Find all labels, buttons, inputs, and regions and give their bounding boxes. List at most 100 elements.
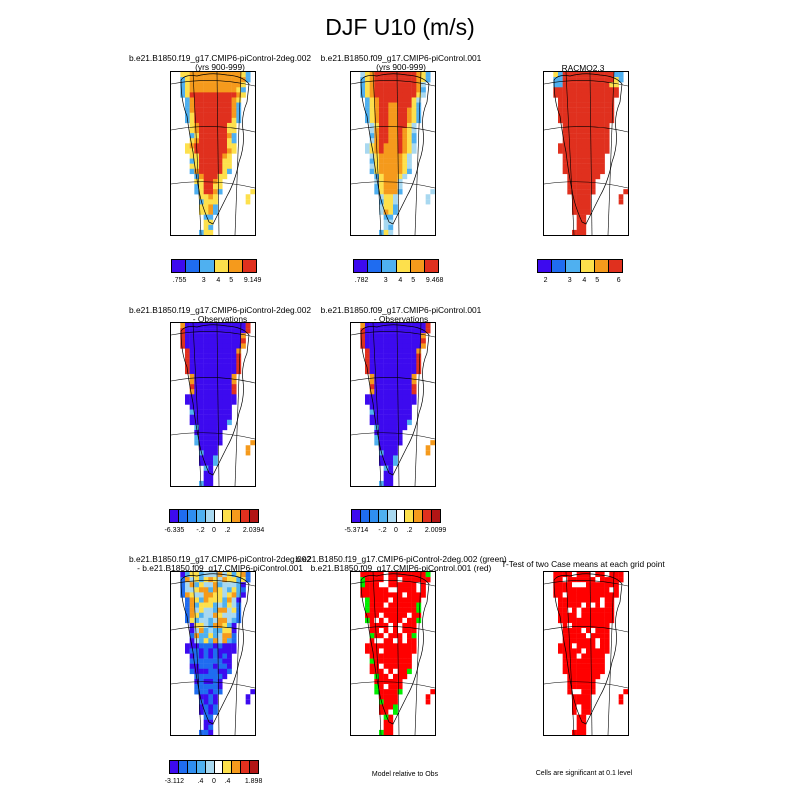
grid-cell [180, 592, 186, 598]
grid-cell [369, 373, 375, 380]
grid-cell [374, 168, 380, 175]
grid-cell [421, 343, 426, 349]
grid-cell [600, 72, 605, 78]
grid-cell [572, 592, 577, 598]
grid-cell [227, 363, 232, 370]
grid-cell [379, 648, 384, 654]
grid-cell [374, 404, 380, 410]
grid-cell [208, 338, 214, 344]
grid-cell [199, 194, 204, 200]
graticule-line [396, 72, 400, 235]
grid-cell [590, 92, 596, 98]
figure-title: DJF U10 (m/s) [325, 14, 475, 40]
grid-cell [595, 77, 601, 83]
grid-cell [411, 607, 417, 613]
grid-cell [586, 684, 591, 690]
grid-cell [222, 587, 228, 593]
grid-cell [383, 333, 389, 339]
grid-cell [567, 184, 573, 190]
grid-cell [189, 663, 195, 669]
grid-cell [194, 333, 200, 339]
grid-cell [562, 572, 568, 578]
grid-cell [614, 572, 619, 578]
grid-cell [227, 414, 232, 420]
grid-cell [407, 117, 412, 124]
grid-cell [614, 587, 619, 593]
grid-cell [383, 358, 389, 364]
grid-cell [581, 709, 587, 715]
grid-cell [604, 628, 610, 634]
grid-cell [586, 168, 591, 175]
grid-cell [199, 440, 204, 446]
grid-cell [231, 343, 237, 349]
grid-cell [614, 582, 619, 588]
grid-cell [194, 368, 200, 375]
graticule-line [171, 681, 255, 689]
grid-cell [402, 602, 408, 608]
panel-1-title: b.e21.B1850.f19_g17.CMIP6-piControl-2deg… [100, 54, 340, 72]
grid-cell [393, 92, 398, 98]
grid-cell [199, 643, 204, 649]
grid-cell [388, 684, 394, 690]
grid-cell [213, 112, 218, 119]
grid-cell [562, 82, 568, 88]
grid-cell [374, 389, 380, 395]
grid-cell [208, 435, 214, 441]
grid-cell [604, 592, 610, 598]
grid-cell [581, 143, 587, 149]
grid-cell [590, 633, 596, 639]
grid-cell [194, 663, 200, 669]
grid-cell [360, 72, 366, 78]
grid-cell [393, 163, 398, 169]
grid-cell [379, 582, 384, 588]
grid-cell [397, 684, 403, 690]
grid-cell [576, 607, 582, 613]
grid-cell [421, 338, 426, 344]
grid-cell [213, 572, 218, 578]
grid-cell [199, 379, 204, 385]
graticule-line [234, 572, 242, 735]
grid-cell [217, 373, 223, 380]
grid-cell [203, 209, 209, 215]
grid-cell [604, 97, 610, 103]
grid-cell [576, 582, 582, 588]
grid-cell [227, 353, 232, 359]
grid-cell [227, 622, 232, 629]
grid-cell [388, 399, 394, 405]
grid-cell [379, 102, 384, 108]
grid-cell [374, 122, 380, 129]
grid-cell [388, 168, 394, 175]
grid-cell [217, 368, 223, 375]
legend-swatch [223, 761, 233, 773]
grid-cell [222, 333, 228, 339]
grid-cell [199, 117, 204, 124]
panel-4-title: b.e21.B1850.f19_g17.CMIP6-piControl-2deg… [100, 306, 340, 324]
grid-cell [576, 699, 582, 705]
grid-cell [397, 77, 403, 83]
grid-cell [411, 143, 417, 149]
legend-swatch [170, 510, 179, 522]
grid-cell [581, 122, 587, 129]
grid-cell [576, 229, 582, 235]
grid-cell [369, 602, 375, 608]
legend-colorbar [169, 760, 259, 774]
grid-cell [558, 148, 563, 154]
grid-cell [388, 158, 394, 164]
legend-swatch [205, 761, 215, 773]
grid-cell [416, 587, 422, 593]
grid-cell [203, 602, 209, 608]
grid-cell [407, 399, 412, 405]
grid-cell [194, 384, 200, 390]
grid-cell [189, 168, 195, 175]
grid-cell [199, 460, 204, 466]
grid-cell [586, 92, 591, 98]
grid-cell [576, 194, 582, 200]
grid-cell [208, 673, 214, 680]
grid-cell [421, 87, 426, 93]
grid-cell [199, 229, 204, 235]
grid-cell [402, 82, 408, 88]
grid-cell [416, 333, 422, 339]
grid-cell [604, 117, 610, 124]
grid-cell [407, 597, 412, 603]
grid-cell [374, 684, 380, 690]
